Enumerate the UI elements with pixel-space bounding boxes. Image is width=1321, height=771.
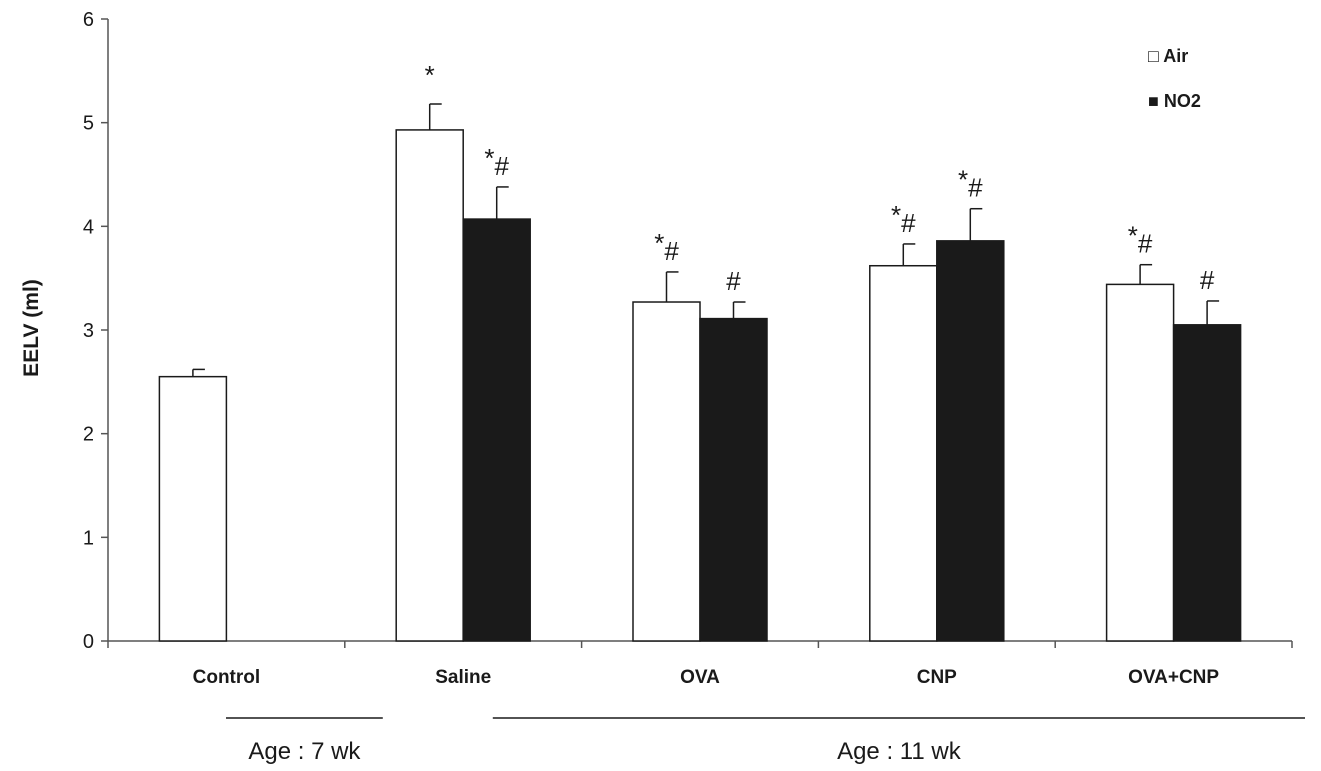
age-groups: Age : 7 wk Age : 11 wk bbox=[226, 717, 1305, 765]
legend-entry-no2: ■ NO2 bbox=[1148, 91, 1201, 111]
y-tick-label: 0 bbox=[83, 631, 94, 653]
significance-label: *# bbox=[484, 143, 509, 181]
bar-air bbox=[1105, 283, 1175, 642]
y-tick-label: 6 bbox=[83, 9, 94, 31]
x-tick-label: CNP bbox=[917, 667, 957, 688]
age-group-label: Age : 7 wk bbox=[248, 738, 361, 765]
x-tick-label: Control bbox=[193, 667, 261, 688]
significance-annotations: * *# *# *# *# # *# # bbox=[425, 60, 1215, 296]
significance-label: * bbox=[425, 60, 435, 90]
bar-air bbox=[395, 129, 464, 642]
bar-no2 bbox=[462, 218, 531, 642]
significance-label: *# bbox=[958, 165, 983, 203]
bar-no2 bbox=[699, 317, 768, 642]
significance-label: *# bbox=[891, 200, 916, 238]
y-tick-label: 3 bbox=[83, 320, 94, 342]
x-tick-label: OVA bbox=[680, 667, 720, 688]
bar-air bbox=[632, 301, 701, 642]
bar-air bbox=[158, 375, 228, 642]
significance-label: *# bbox=[1128, 221, 1153, 259]
age-group-label: Age : 11 wk bbox=[837, 738, 962, 765]
y-tick-label: 2 bbox=[83, 424, 94, 446]
legend: □ Air ■ NO2 bbox=[1148, 46, 1201, 111]
significance-label: # bbox=[726, 266, 741, 296]
y-tick-label: 4 bbox=[83, 216, 94, 238]
y-tick-label: 1 bbox=[83, 527, 94, 549]
bar-air bbox=[869, 264, 938, 642]
legend-entry-air: □ Air bbox=[1148, 46, 1188, 66]
x-tick-label: Saline bbox=[435, 667, 491, 688]
significance-label: # bbox=[1200, 265, 1215, 295]
x-tick-label: OVA+CNP bbox=[1128, 667, 1219, 688]
bar-no2 bbox=[1172, 324, 1242, 642]
significance-label: *# bbox=[654, 228, 679, 266]
axes: 0 1 2 3 4 5 6 Control Saline OVA CNP OVA+CNP bbox=[83, 9, 1293, 688]
bars bbox=[158, 103, 1242, 642]
y-tick-label: 5 bbox=[83, 113, 94, 135]
y-axis-label: EELV (ml) bbox=[20, 279, 43, 377]
bar-no2 bbox=[936, 240, 1005, 642]
